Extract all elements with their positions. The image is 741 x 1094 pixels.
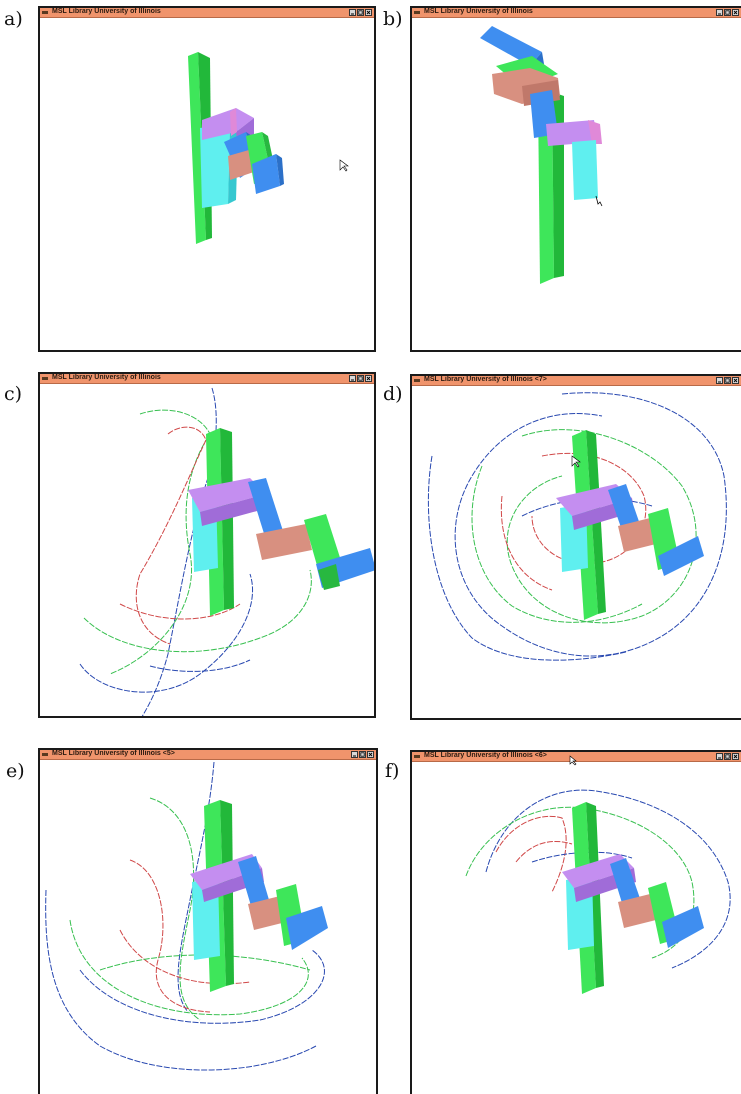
maximize-icon[interactable]: [724, 753, 731, 760]
3d-viewport[interactable]: [40, 8, 376, 352]
close-icon[interactable]: [365, 9, 372, 16]
window-title: MSL Library University of Illinois <5>: [52, 750, 175, 757]
window-menu-icon[interactable]: [414, 10, 420, 15]
minimize-icon[interactable]: [349, 9, 356, 16]
app-window[interactable]: MSL Library University of Illinois: [410, 6, 741, 352]
panel-label: b): [383, 8, 403, 30]
panel-label: e): [6, 760, 25, 782]
panel-label: c): [4, 383, 23, 405]
minimize-icon[interactable]: [716, 377, 723, 384]
window-menu-icon[interactable]: [414, 378, 420, 383]
maximize-icon[interactable]: [357, 375, 364, 382]
mouse-cursor-icon: [339, 159, 349, 172]
robot-arm: [200, 108, 284, 208]
trajectory-traces: [45, 761, 325, 1071]
title-bar[interactable]: MSL Library University of Illinois <5>: [40, 750, 376, 760]
minimize-icon[interactable]: [716, 753, 723, 760]
title-bar[interactable]: MSL Library University of Illinois <6>: [412, 752, 741, 762]
trajectory-traces: [79, 387, 312, 716]
maximize-icon[interactable]: [724, 377, 731, 384]
panel-label: d): [383, 383, 403, 405]
minimize-icon[interactable]: [349, 375, 356, 382]
window-menu-icon[interactable]: [414, 754, 420, 759]
3d-viewport[interactable]: [412, 752, 741, 1094]
3d-viewport[interactable]: [40, 750, 378, 1094]
close-icon[interactable]: [732, 377, 739, 384]
maximize-icon[interactable]: [357, 9, 364, 16]
title-bar[interactable]: MSL Library University of Illinois: [40, 374, 374, 384]
close-icon[interactable]: [365, 375, 372, 382]
app-window[interactable]: MSL Library University of Illinois <6>: [410, 750, 741, 1094]
close-icon[interactable]: [732, 753, 739, 760]
robot-arm: [188, 478, 374, 590]
robot-arm: [562, 854, 704, 950]
3d-viewport[interactable]: [412, 8, 741, 352]
app-window[interactable]: MSL Library University of Illinois <5>: [38, 748, 378, 1094]
robot-arm: [556, 484, 704, 576]
window-title: MSL Library University of Illinois: [52, 374, 161, 381]
app-window[interactable]: MSL Library University of Illinois <7>: [410, 374, 741, 720]
3d-viewport[interactable]: [40, 374, 376, 718]
window-title: MSL Library University of Illinois: [424, 8, 533, 15]
window-title: MSL Library University of Illinois <7>: [424, 376, 547, 383]
minimize-icon[interactable]: [716, 9, 723, 16]
window-menu-icon[interactable]: [42, 752, 48, 757]
app-window[interactable]: MSL Library University of Illinois: [38, 6, 376, 352]
panel-label: f): [385, 760, 400, 782]
robot-arm: [480, 26, 602, 200]
minimize-icon[interactable]: [351, 751, 358, 758]
mouse-cursor-icon: [571, 455, 581, 468]
window-menu-icon[interactable]: [42, 376, 48, 381]
mouse-cursor-icon: [569, 755, 577, 766]
title-bar[interactable]: MSL Library University of Illinois <7>: [412, 376, 741, 386]
app-window[interactable]: MSL Library University of Illinois: [38, 372, 376, 718]
maximize-icon[interactable]: [359, 751, 366, 758]
close-icon[interactable]: [367, 751, 374, 758]
title-bar[interactable]: MSL Library University of Illinois: [412, 8, 741, 18]
panel-label: a): [4, 8, 23, 30]
window-title: MSL Library University of Illinois <6>: [424, 752, 547, 759]
window-menu-icon[interactable]: [42, 10, 48, 15]
close-icon[interactable]: [732, 9, 739, 16]
window-title: MSL Library University of Illinois: [52, 8, 161, 15]
3d-viewport[interactable]: [412, 376, 741, 720]
robot-arm: [190, 854, 328, 960]
title-bar[interactable]: MSL Library University of Illinois: [40, 8, 374, 18]
maximize-icon[interactable]: [724, 9, 731, 16]
trajectory-traces: [465, 789, 731, 969]
mouse-cursor-icon: [595, 195, 603, 207]
